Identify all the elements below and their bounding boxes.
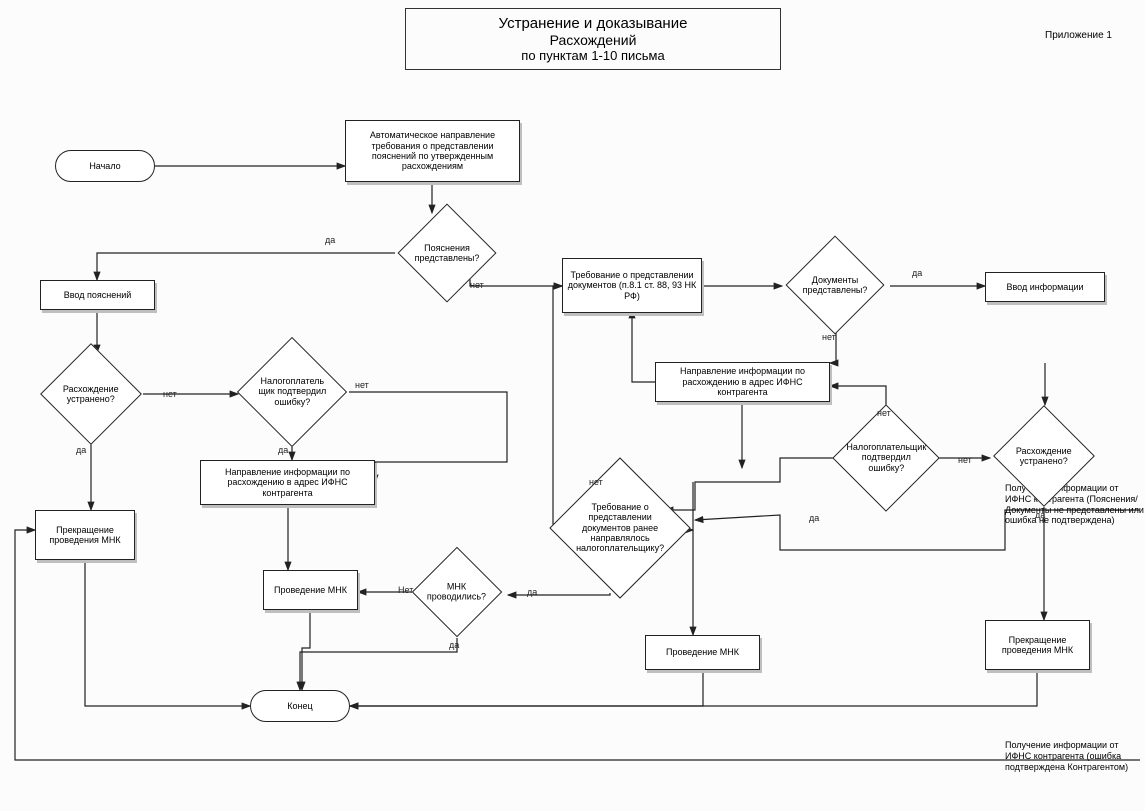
edge-label-10: да	[1035, 510, 1045, 520]
node-qExpl-label: Пояснения представлены?	[415, 243, 480, 264]
edge-28	[350, 670, 1037, 706]
node-inputInfo: Ввод информации	[985, 272, 1105, 302]
node-doMnk1: Проведение МНК	[263, 570, 358, 610]
edge-label-7: да	[278, 445, 288, 455]
edge-27	[350, 670, 703, 706]
edge-25	[302, 610, 310, 690]
edge-label-4: нет	[163, 389, 177, 399]
edge-label-14: Нет	[398, 585, 413, 595]
edge-31	[632, 310, 655, 382]
edge-label-9: нет	[958, 455, 972, 465]
node-qTaxErr1: Налогоплатель щик подтвердил ошибку?	[237, 337, 347, 447]
node-qDocs: Документы представлены?	[786, 236, 885, 335]
edge-label-8: нет	[877, 408, 891, 418]
node-end: Конец	[250, 690, 350, 722]
node-qTaxErr1-label: Налогоплатель щик подтвердил ошибку?	[257, 376, 327, 407]
edges-layer	[0, 0, 1145, 811]
title-line2: Расхождений	[428, 32, 758, 48]
edge-2	[97, 253, 395, 280]
node-qPrevReq-label: Требование о представлении документов ра…	[574, 502, 666, 554]
node-qDisc1: Расхождение устранено?	[40, 343, 142, 445]
edge-26	[85, 560, 250, 706]
node-qMnkDone: МНК проводились?	[412, 547, 503, 638]
node-inputExpl: Ввод пояснений	[40, 280, 155, 310]
node-sendInfo1: Направление информации по расхождению в …	[200, 460, 375, 505]
edge-30	[15, 530, 1140, 760]
title-box: Устранение и доказывание Расхождений по …	[405, 8, 781, 70]
node-reqDocs: Требование о представлении документов (п…	[562, 258, 702, 313]
footnote-2: Получение информации от ИФНС контрагента…	[1005, 740, 1145, 772]
edge-label-6: нет	[355, 380, 369, 390]
title-line1: Устранение и доказывание	[428, 15, 758, 32]
edge-label-15: да	[449, 640, 459, 650]
edge-14	[665, 458, 838, 510]
edge-label-13: да	[527, 587, 537, 597]
edge-label-11: да	[809, 513, 819, 523]
edge-label-12: нет	[589, 477, 603, 487]
edge-label-1: нет	[470, 280, 484, 290]
edge-label-5: да	[76, 445, 86, 455]
node-stopMnk1: Прекращение проведения МНК	[35, 510, 135, 560]
node-doMnk2: Проведение МНК	[645, 635, 760, 670]
node-qTaxErr2: Налогоплательщик подтвердил ошибку?	[832, 404, 939, 511]
edge-20	[553, 286, 562, 530]
node-qDisc1-label: Расхождение устранено?	[59, 384, 123, 405]
edge-22	[508, 593, 610, 595]
edge-24	[300, 638, 457, 690]
node-stopMnk2: Прекращение проведения МНК	[985, 620, 1090, 670]
node-qTaxErr2-label: Налогоплательщик подтвердил ошибку?	[846, 442, 926, 473]
annex-label: Приложение 1	[1045, 30, 1112, 41]
node-autoReq: Автоматическое направление требования о …	[345, 120, 520, 182]
node-sendInfo2: Направление информации по расхождению в …	[655, 362, 830, 402]
node-start: Начало	[55, 150, 155, 182]
node-qMnkDone-label: МНК проводились?	[427, 582, 486, 603]
node-qDocs-label: Документы представлены?	[803, 275, 868, 296]
edge-label-0: да	[325, 235, 335, 245]
flowchart-canvas: Устранение и доказывание Расхождений по …	[0, 0, 1145, 811]
edge-label-3: нет	[822, 332, 836, 342]
node-qPrevReq: Требование о представлении документов ра…	[549, 457, 690, 598]
title-line3: по пунктам 1-10 письма	[428, 48, 758, 63]
edge-label-2: да	[912, 268, 922, 278]
node-qDisc2-label: Расхождение устранено?	[1012, 446, 1076, 467]
